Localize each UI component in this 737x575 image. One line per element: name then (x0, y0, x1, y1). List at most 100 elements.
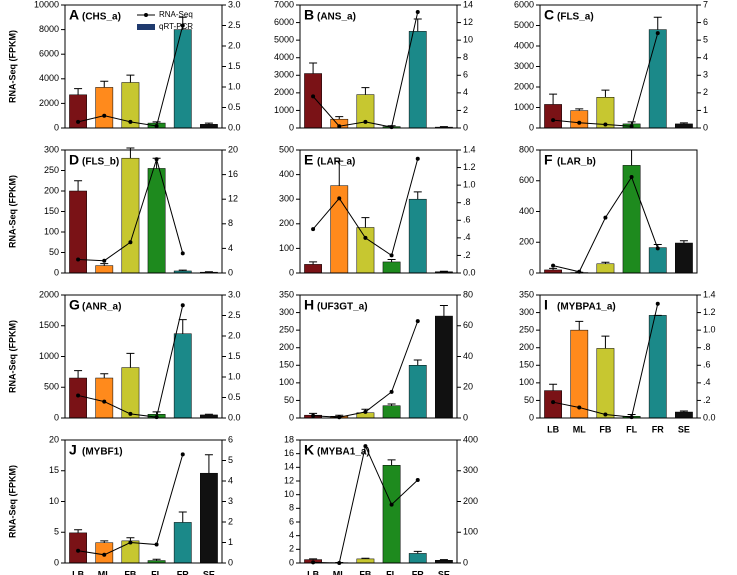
y2-tick-label: 0 (703, 122, 708, 132)
y2-tick-label: .2 (463, 250, 471, 260)
plot-frame (539, 294, 698, 419)
x-tick-label: FL (151, 569, 162, 575)
gene-name: (FLS_a) (557, 12, 594, 23)
y2-tick-label: 2.5 (228, 310, 241, 320)
y-tick-label: 200 (519, 237, 534, 247)
bar (69, 377, 87, 419)
error-bar (100, 373, 109, 379)
y-tick-label: 500 (279, 144, 294, 154)
y2-tick-label: 8 (463, 52, 468, 62)
line-point (154, 542, 159, 547)
y2-tick-label: 0 (463, 412, 468, 422)
y-tick-label: 6000 (514, 0, 534, 9)
line-point (415, 156, 420, 161)
y-tick-label: 2000 (274, 87, 294, 97)
y2-tick-label: 12 (463, 17, 473, 27)
bar (95, 265, 114, 274)
line-point (337, 196, 342, 201)
y-tick-label: 0 (289, 122, 294, 132)
line-point (311, 413, 316, 418)
x-tick-label: FL (626, 424, 637, 434)
gene-name: (ANR_a) (82, 302, 121, 313)
panel-letter: F (544, 152, 553, 168)
error-bar (335, 116, 344, 120)
error-bar (549, 267, 558, 270)
bar (200, 472, 218, 564)
line-point (154, 157, 159, 162)
y-tick-label: 6000 (274, 17, 294, 27)
y-tick-label: 1000 (39, 351, 59, 361)
y-tick-label: 1000 (274, 105, 294, 115)
y2-tick-label: 1.0 (463, 180, 476, 190)
y-tick-label: 20 (49, 434, 59, 444)
y-tick-label: 150 (519, 360, 534, 370)
y-tick-label: 2 (289, 544, 294, 554)
line (552, 175, 659, 273)
y2-tick-label: 1.0 (703, 325, 716, 335)
line-point (629, 175, 634, 180)
y2-tick-label: 20 (228, 144, 238, 154)
y-tick-label: 0 (529, 267, 534, 277)
y2-tick-label: 5 (703, 35, 708, 45)
plot-frame (299, 294, 458, 419)
y-tick-label: 2000 (39, 98, 59, 108)
error-bar (439, 126, 448, 128)
y2-tick-label: .8 (463, 197, 471, 207)
line-point (76, 257, 81, 262)
y2-tick-label: 6 (463, 70, 468, 80)
y2-tick-label: 2 (703, 87, 708, 97)
y-tick-label: 7000 (274, 0, 294, 9)
bar (570, 329, 589, 419)
error-bar (335, 160, 344, 186)
error-bar (627, 121, 636, 124)
error-bar (74, 370, 83, 379)
bar (356, 227, 375, 274)
line-point (363, 409, 368, 414)
error-bar (627, 149, 636, 166)
line-point (337, 415, 342, 420)
bar (95, 87, 114, 129)
y-tick-label: 150 (279, 360, 294, 370)
y2-tick-label: 1 (228, 537, 233, 547)
line-point (76, 119, 81, 124)
y2-tick-label: 3 (703, 70, 708, 80)
bar (304, 264, 322, 274)
y2-tick-label: 1.4 (703, 289, 716, 299)
bar (675, 242, 693, 274)
error-bar (100, 540, 109, 543)
y-tick-label: 10 (49, 496, 59, 506)
y-tick-label: 3000 (274, 70, 294, 80)
error-bar (413, 359, 422, 366)
line-point (128, 540, 133, 545)
line-point (363, 235, 368, 240)
gene-name: (FLS_b) (82, 157, 119, 168)
line-point (128, 411, 133, 416)
y2-tick-label: 40 (463, 351, 473, 361)
error-bar (126, 147, 135, 159)
plot-frame (539, 4, 698, 129)
error-bar (361, 217, 370, 228)
y-tick-label: 0 (54, 412, 59, 422)
y2-tick-label: 20 (463, 382, 473, 392)
y-tick-label: 16 (284, 448, 294, 458)
y-tick-label: 100 (279, 377, 294, 387)
x-tick-label: ML (573, 424, 586, 434)
bar (675, 123, 693, 129)
line-point (415, 10, 420, 15)
panel-letter: I (544, 297, 548, 313)
x-tick-label: SE (438, 569, 450, 575)
y2-tick-label: 10 (463, 35, 473, 45)
y2-tick-label: .2 (703, 395, 711, 405)
error-bar (126, 537, 135, 541)
y2-tick-label: 100 (463, 527, 478, 537)
y2-tick-label: 3.0 (228, 289, 241, 299)
x-tick-label: ML (333, 569, 346, 575)
gene-name: (UF3GT_a) (317, 302, 368, 313)
x-tick-label: FR (412, 569, 424, 575)
line-point (128, 119, 133, 124)
y-tick-label: 50 (524, 395, 534, 405)
y2-tick-label: .6 (703, 360, 711, 370)
error-bar (178, 269, 187, 271)
y-tick-label: 250 (519, 325, 534, 335)
gene-name: (MYBPA1_a) (557, 302, 616, 313)
